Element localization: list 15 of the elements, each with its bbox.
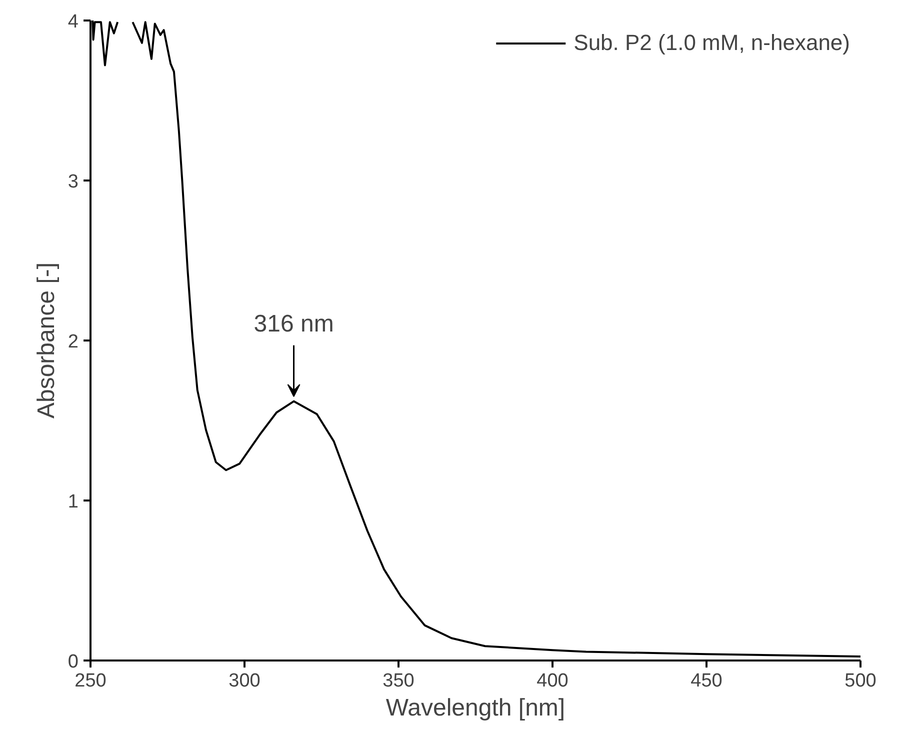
x-tick-label: 350: [382, 670, 414, 692]
y-tick-label: 3: [68, 172, 79, 192]
annotation: 316 nm: [254, 310, 334, 338]
x-tick-label: 500: [844, 670, 876, 692]
x-tick-label: 250: [74, 670, 106, 692]
legend-label: Sub. P2 (1.0 mM, n-hexane): [574, 30, 850, 56]
x-tick-label: 450: [690, 670, 722, 692]
y-tick-label: 0: [68, 652, 79, 672]
y-tick-label: 4: [68, 12, 79, 32]
y-axis-title: Absorbance [-]: [32, 262, 60, 419]
x-tick-label: 300: [228, 670, 260, 692]
y-tick-label: 2: [68, 332, 79, 352]
y-tick-label: 1: [68, 492, 79, 512]
x-axis-title: Wavelength [nm]: [386, 694, 566, 722]
x-tick-label: 400: [536, 670, 568, 692]
